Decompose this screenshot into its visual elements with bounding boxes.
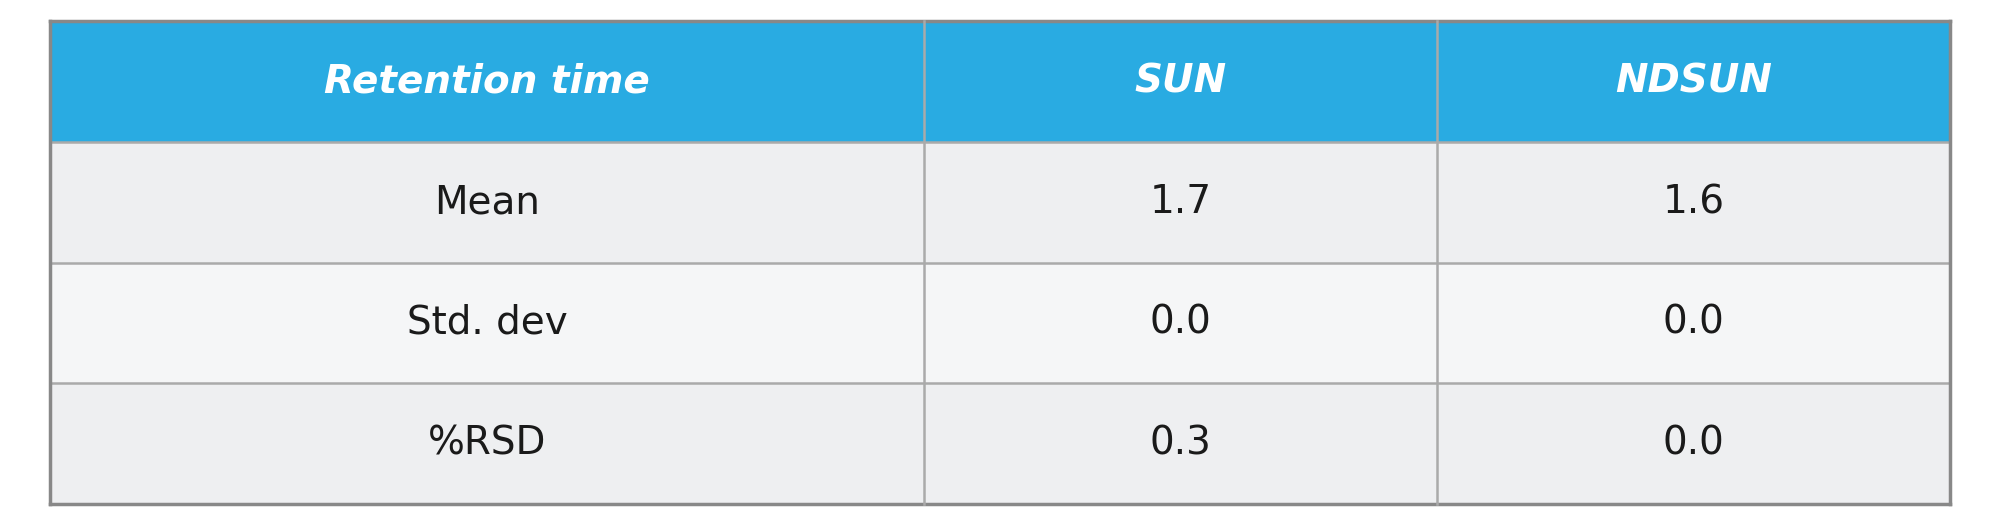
Text: 1.6: 1.6 — [1662, 183, 1724, 221]
Text: NDSUN: NDSUN — [1616, 62, 1772, 100]
Bar — [1436, 21, 1950, 142]
Text: %RSD: %RSD — [428, 425, 546, 463]
Text: Retention time: Retention time — [324, 62, 650, 100]
Text: 0.0: 0.0 — [1662, 425, 1724, 463]
Text: 1.7: 1.7 — [1150, 183, 1212, 221]
Bar — [50, 21, 924, 142]
Bar — [50, 383, 924, 504]
Text: Std. dev: Std. dev — [406, 304, 568, 342]
Bar — [1436, 383, 1950, 504]
Bar — [924, 383, 1436, 504]
Bar — [1436, 262, 1950, 383]
Text: 0.3: 0.3 — [1150, 425, 1212, 463]
Text: Mean: Mean — [434, 183, 540, 221]
Bar — [1436, 142, 1950, 262]
Text: 0.0: 0.0 — [1150, 304, 1212, 342]
Bar — [50, 142, 924, 262]
Bar — [924, 142, 1436, 262]
Text: 0.0: 0.0 — [1662, 304, 1724, 342]
Text: SUN: SUN — [1134, 62, 1226, 100]
Bar — [924, 262, 1436, 383]
Bar — [924, 21, 1436, 142]
Bar — [50, 262, 924, 383]
